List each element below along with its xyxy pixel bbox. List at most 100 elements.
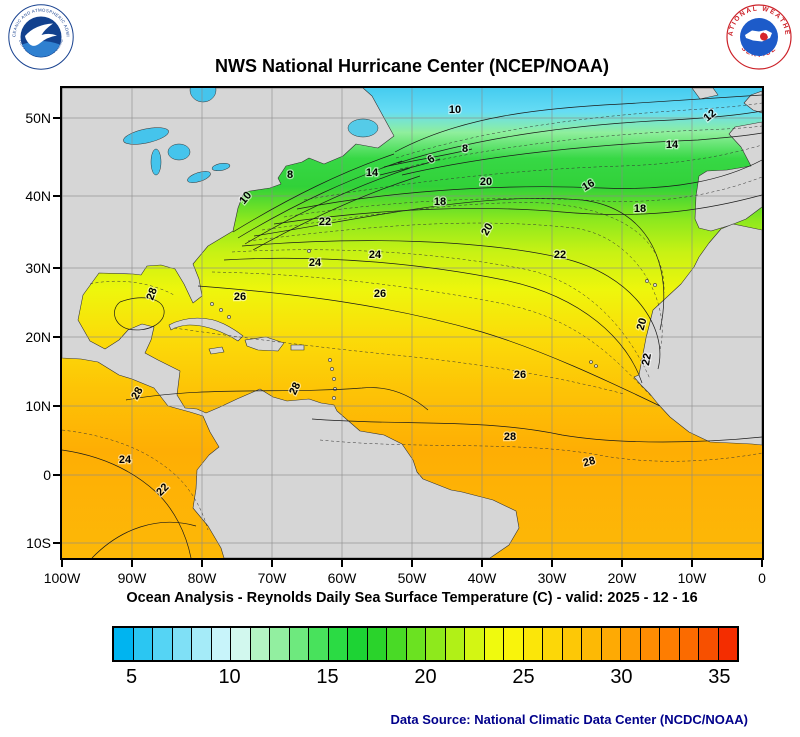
colorbar-cell <box>426 628 446 660</box>
latitude-axis: 50N 40N 30N 20N 10N 0 10S <box>0 88 60 558</box>
contour-label: 28 <box>504 431 516 443</box>
colorbar-cell <box>348 628 368 660</box>
lat-axis-label: 0 <box>43 467 51 483</box>
lake-ontario <box>211 162 231 172</box>
lon-tick-mark <box>341 560 343 567</box>
colorbar-cell <box>192 628 212 660</box>
colorbar-cell <box>660 628 680 660</box>
lon-tick-mark <box>621 560 623 567</box>
colorbar-tick-label: 35 <box>708 666 731 688</box>
lat-axis-label: 10N <box>25 398 51 414</box>
lon-tick-mark <box>201 560 203 567</box>
landmass-americas <box>62 88 520 558</box>
landmasses <box>62 88 762 558</box>
contour-lines-solid <box>62 94 762 558</box>
contour-label: 8 <box>462 143 468 155</box>
landmass-ireland <box>691 88 719 100</box>
colorbar-cell <box>640 628 660 660</box>
map-frame: 10 12 14 8 6 14 8 10 16 20 18 18 22 20 22 24 24 28 26 26 20 2… <box>60 86 764 560</box>
landmass-puerto-rico <box>290 344 305 351</box>
lon-tick-mark <box>761 560 763 567</box>
colorbar-cell <box>699 628 719 660</box>
lakes <box>123 88 379 183</box>
colorbar-tick-label: 30 <box>610 666 633 688</box>
colorbar-cell <box>133 628 153 660</box>
lon-axis-label: 30W <box>537 570 567 586</box>
lat-tick-mark <box>53 542 60 544</box>
lat-axis-label: 40N <box>25 188 51 204</box>
lat-tick-mark <box>53 195 60 197</box>
colorbar-cell <box>601 628 621 660</box>
contour-label: 14 <box>366 167 379 179</box>
lon-tick-mark <box>691 560 693 567</box>
contour-label: 22 <box>554 249 566 261</box>
nws-hurricane-swirl <box>763 32 769 37</box>
colorbar-cell <box>367 628 387 660</box>
contour-label: 24 <box>119 454 132 466</box>
lat-tick-mark <box>53 267 60 269</box>
lake-michigan <box>150 148 162 176</box>
contour-label: 18 <box>434 196 446 208</box>
colorbar-cell <box>484 628 504 660</box>
contour-label: 20 <box>480 176 492 188</box>
lon-tick-mark <box>481 560 483 567</box>
contour-label: 22 <box>319 216 331 228</box>
nws-logo: NATIONAL WEATHER SERVICE <box>726 4 792 70</box>
colorbar-cell <box>406 628 426 660</box>
lon-axis-label: 60W <box>327 570 357 586</box>
lat-axis-label: 20N <box>25 329 51 345</box>
lon-tick-mark <box>551 560 553 567</box>
lon-axis-label: 100W <box>43 570 81 586</box>
lon-tick-mark <box>61 560 63 567</box>
contour-label: 26 <box>374 288 386 300</box>
colorbar-tick-label: 15 <box>316 666 339 688</box>
lat-tick-mark <box>53 405 60 407</box>
contour-label: 22 <box>640 352 654 366</box>
colorbar-cell <box>621 628 641 660</box>
colorbar-cell <box>172 628 192 660</box>
contour-label: 18 <box>634 203 646 215</box>
colorbar-cell <box>289 628 309 660</box>
gulf-of-st-lawrence <box>347 118 379 138</box>
lat-axis-label: 50N <box>25 110 51 126</box>
colorbar-cell <box>153 628 173 660</box>
noaa-gull-icon <box>25 23 57 46</box>
colorbar-cell <box>328 628 348 660</box>
lat-axis-label: 30N <box>25 260 51 276</box>
colorbar-cell <box>679 628 699 660</box>
contour-label: 8 <box>287 169 293 181</box>
lat-axis-label: 10S <box>26 535 51 551</box>
colorbar-cell <box>270 628 290 660</box>
colorbar-tick-label: 5 <box>126 666 138 688</box>
landmass-england <box>743 90 762 114</box>
landmass-jamaica <box>208 346 225 355</box>
lat-tick-mark <box>53 474 60 476</box>
colorbar-cell <box>309 628 329 660</box>
contour-label: 20 <box>635 317 650 332</box>
contour-label: 10 <box>449 104 461 116</box>
lake-huron <box>167 143 191 161</box>
noaa-logo: NATIONAL OCEANIC AND ATMOSPHERIC ADMINIS… <box>8 4 74 70</box>
colorbar-cell <box>231 628 251 660</box>
map-caption: Ocean Analysis - Reynolds Daily Sea Surf… <box>126 590 698 606</box>
temperature-colorbar <box>112 626 739 662</box>
lon-axis-label: 20W <box>607 570 637 586</box>
colorbar-cell <box>523 628 543 660</box>
contour-label: 24 <box>369 249 382 261</box>
colorbar-tick-label: 10 <box>218 666 241 688</box>
james-bay <box>189 88 217 103</box>
lat-tick-mark <box>53 336 60 338</box>
colorbar-tick-label: 25 <box>512 666 535 688</box>
lon-axis-label: 10W <box>677 570 707 586</box>
contour-label: 14 <box>666 139 679 151</box>
contour-label: 24 <box>309 257 322 269</box>
landmass-cuba <box>168 317 244 342</box>
lon-axis-label: 80W <box>187 570 217 586</box>
lon-axis-label: 70W <box>257 570 287 586</box>
colorbar-cell <box>114 628 134 660</box>
colorbar-tick-label: 20 <box>414 666 437 688</box>
lon-tick-mark <box>131 560 133 567</box>
lon-tick-mark <box>411 560 413 567</box>
